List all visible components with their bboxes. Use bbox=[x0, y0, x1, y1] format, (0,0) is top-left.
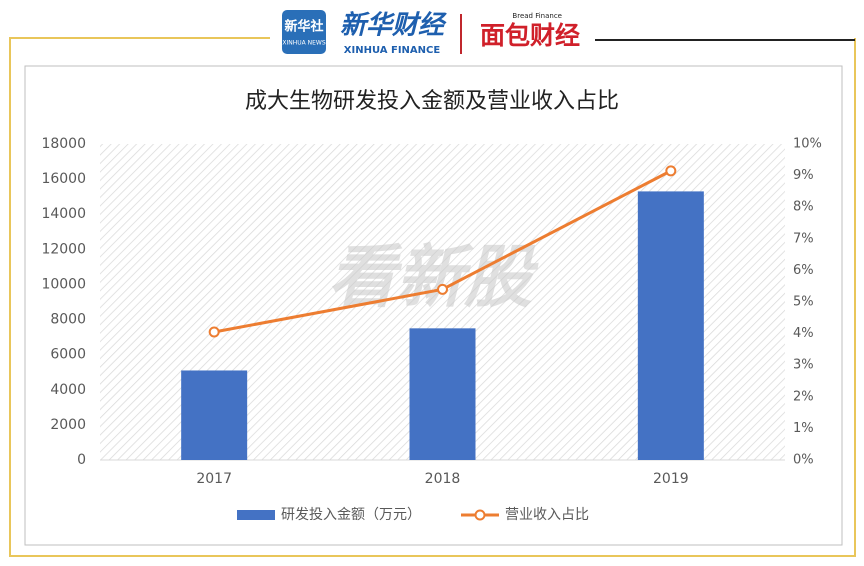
logo: 新华社 bbox=[284, 19, 323, 35]
bar bbox=[181, 370, 248, 460]
y2-tick-label: 1% bbox=[793, 421, 814, 436]
legend-label: 营业收入占比 bbox=[505, 507, 589, 523]
y-tick-label: 6000 bbox=[50, 347, 86, 363]
point bbox=[665, 165, 677, 177]
y2-tick-label: 6% bbox=[793, 263, 814, 278]
y2-tick-label: 8% bbox=[793, 200, 814, 215]
chart-title: 成大生物研发投入金额及营业收入占比 bbox=[245, 89, 619, 114]
x-tick-label: 2018 bbox=[425, 471, 461, 487]
legend-swatch bbox=[474, 509, 486, 521]
y2-tick-label: 9% bbox=[793, 168, 814, 183]
y-tick-label: 8000 bbox=[50, 312, 86, 328]
bar bbox=[409, 328, 476, 460]
point bbox=[437, 283, 448, 295]
y2-tick-label: 3% bbox=[793, 358, 814, 373]
logo-sub: XINHUA NEWS bbox=[282, 40, 325, 47]
y-tick-label: 0 bbox=[77, 452, 86, 468]
x-tick-label: 2019 bbox=[653, 471, 689, 487]
x-tick-label: 2017 bbox=[196, 471, 232, 487]
logo-box bbox=[282, 10, 326, 54]
y2-tick-label: 7% bbox=[793, 231, 814, 246]
bar bbox=[637, 191, 704, 460]
logo-sub: XINHUA FINANCE bbox=[344, 45, 441, 56]
logo: 面包财经 bbox=[480, 21, 580, 50]
y-tick-label: 12000 bbox=[41, 241, 86, 257]
legend-swatch bbox=[237, 510, 275, 520]
frame bbox=[9, 37, 856, 557]
y-tick-label: 10000 bbox=[41, 276, 86, 292]
y-tick-label: 14000 bbox=[41, 206, 86, 222]
logo: 新华财经 bbox=[340, 11, 447, 41]
y2-tick-label: 2% bbox=[793, 389, 814, 404]
y2-tick-label: 10% bbox=[793, 137, 822, 152]
y2-tick-label: 5% bbox=[793, 295, 814, 310]
y2-tick-label: 4% bbox=[793, 326, 814, 341]
y-tick-label: 2000 bbox=[50, 417, 86, 433]
logo-sub: Bread Finance bbox=[512, 12, 562, 20]
legend-label: 研发投入金额（万元） bbox=[281, 507, 421, 523]
y-tick-label: 4000 bbox=[50, 382, 86, 398]
y-tick-label: 18000 bbox=[41, 136, 86, 152]
y2-tick-label: 0% bbox=[793, 453, 814, 468]
point bbox=[208, 326, 220, 338]
y-tick-label: 16000 bbox=[41, 171, 86, 187]
